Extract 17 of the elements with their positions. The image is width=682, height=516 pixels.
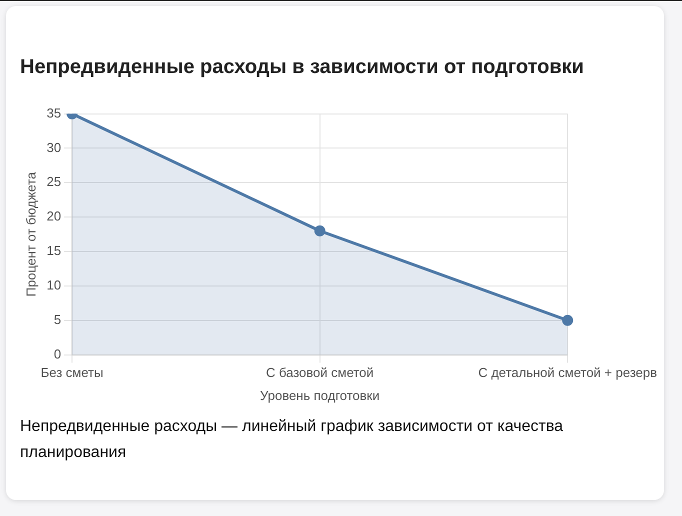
point — [562, 314, 574, 326]
y-tick-label: 25 — [46, 174, 62, 190]
y-axis-title: Процент от бюджета — [23, 171, 38, 297]
y-tick-label: 0 — [54, 346, 62, 362]
point — [314, 225, 326, 236]
x-axis-title: Уровень подготовки — [260, 388, 380, 403]
text: Непредвиденные расходы — линейный график зависимости от качества планирования — [20, 417, 564, 463]
y-tick-label: 5 — [54, 312, 62, 327]
y-tick-label: 20 — [46, 208, 62, 224]
y-tick-label: 30 — [46, 140, 62, 155]
y-tick-label: 15 — [46, 243, 62, 258]
y-tick-label: 10 — [46, 278, 62, 293]
x-tick-label: С базовой сметой — [266, 365, 374, 380]
x-tick-label: С детальной сметой + резерв — [478, 365, 658, 380]
x-tick-label: Без сметы — [40, 365, 104, 380]
y-tick-label: 35 — [46, 105, 62, 120]
chart-title: Непредвиденные расходы в зависимости от подготовки — [20, 56, 584, 79]
